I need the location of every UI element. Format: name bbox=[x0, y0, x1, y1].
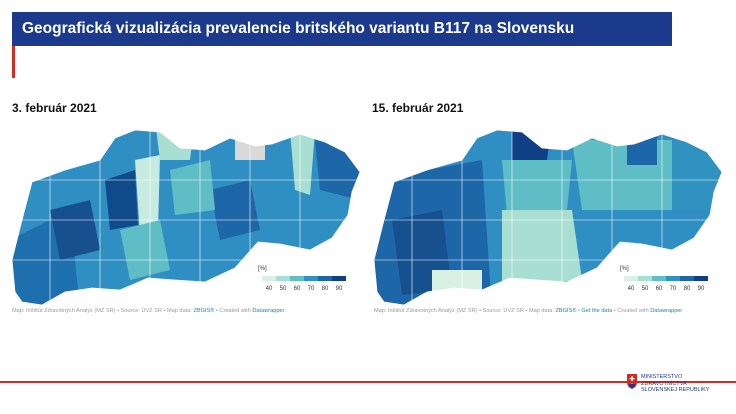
legend-tick-label: 70 bbox=[670, 286, 677, 292]
source-text: Map: Inštitút Zdravotných Analýz (MZ SR)… bbox=[12, 308, 194, 314]
region bbox=[627, 135, 657, 165]
legend-swatch bbox=[318, 276, 332, 281]
legend-unit: [%] bbox=[258, 266, 267, 272]
region bbox=[210, 180, 260, 240]
region bbox=[105, 170, 138, 230]
legend-tick-label: 70 bbox=[308, 286, 315, 292]
legend-unit: [%] bbox=[620, 266, 629, 272]
logo-line: MINISTERSTVO bbox=[641, 374, 683, 380]
legend-tick-label: 60 bbox=[656, 286, 663, 292]
legend-tick-label: 90 bbox=[336, 286, 343, 292]
region bbox=[120, 220, 170, 280]
panel-title: 3. február 2021 bbox=[12, 101, 97, 115]
legend-swatch bbox=[694, 276, 708, 281]
region bbox=[502, 160, 572, 215]
legend-swatch bbox=[304, 276, 318, 281]
source-text: • bbox=[576, 308, 582, 314]
legend-swatch bbox=[290, 276, 304, 281]
legend-swatch bbox=[666, 276, 680, 281]
region bbox=[170, 160, 215, 215]
source-link[interactable]: Datawrapper bbox=[252, 308, 285, 314]
source-line: Map: Inštitút Zdravotných Analýz (MZ SR)… bbox=[12, 308, 284, 314]
region-borders bbox=[12, 130, 360, 305]
source-text: • Created with bbox=[214, 308, 253, 314]
logo-text: MINISTERSTVO ZDRAVOTNÍCTVA SLOVENSKEJ RE… bbox=[641, 374, 709, 394]
legend-swatch bbox=[624, 276, 638, 281]
footer-line bbox=[0, 381, 736, 383]
source-link[interactable]: ZBGIS® bbox=[193, 308, 215, 314]
legend-swatch bbox=[332, 276, 346, 281]
legend-tick-label: 40 bbox=[628, 286, 635, 292]
source-link[interactable]: ZBGIS® bbox=[555, 308, 577, 314]
region bbox=[155, 130, 195, 160]
region bbox=[672, 140, 722, 210]
region bbox=[290, 130, 315, 195]
header-bar: Geografická vizualizácia prevalencie bri… bbox=[12, 12, 672, 46]
legend-swatch bbox=[680, 276, 694, 281]
legend-tick-label: 50 bbox=[642, 286, 649, 292]
logo-line: SLOVENSKEJ REPUBLIKY bbox=[641, 387, 710, 393]
legend-swatch bbox=[262, 276, 276, 281]
legend-tick-label: 40 bbox=[266, 286, 273, 292]
legend-tick-label: 60 bbox=[294, 286, 301, 292]
accent-line bbox=[12, 46, 15, 78]
legend-tick-label: 50 bbox=[280, 286, 287, 292]
source-text: • Created with bbox=[612, 308, 651, 314]
logo-line: ZDRAVOTNÍCTVA bbox=[641, 380, 687, 387]
legend-tick-label: 80 bbox=[684, 286, 691, 292]
legend-swatch bbox=[652, 276, 666, 281]
legend-tick-label: 80 bbox=[322, 286, 329, 292]
legend-swatch bbox=[638, 276, 652, 281]
source-link[interactable]: Get the data bbox=[581, 308, 613, 314]
map-left bbox=[11, 129, 361, 306]
map-right bbox=[373, 129, 723, 306]
region bbox=[502, 210, 582, 285]
source-text: Map: Inštitút Zdravotných Analýz (MZ SR)… bbox=[374, 308, 556, 314]
region bbox=[50, 200, 100, 260]
region bbox=[135, 155, 160, 235]
panel-title: 15. február 2021 bbox=[372, 101, 464, 115]
region-borders bbox=[374, 130, 722, 305]
legend-tick-label: 90 bbox=[698, 286, 705, 292]
legend-swatch bbox=[276, 276, 290, 281]
header-title: Geografická vizualizácia prevalencie bri… bbox=[22, 20, 575, 37]
source-link[interactable]: Datawrapper bbox=[650, 308, 683, 314]
source-line: Map: Inštitút Zdravotných Analýz (MZ SR)… bbox=[374, 308, 682, 314]
